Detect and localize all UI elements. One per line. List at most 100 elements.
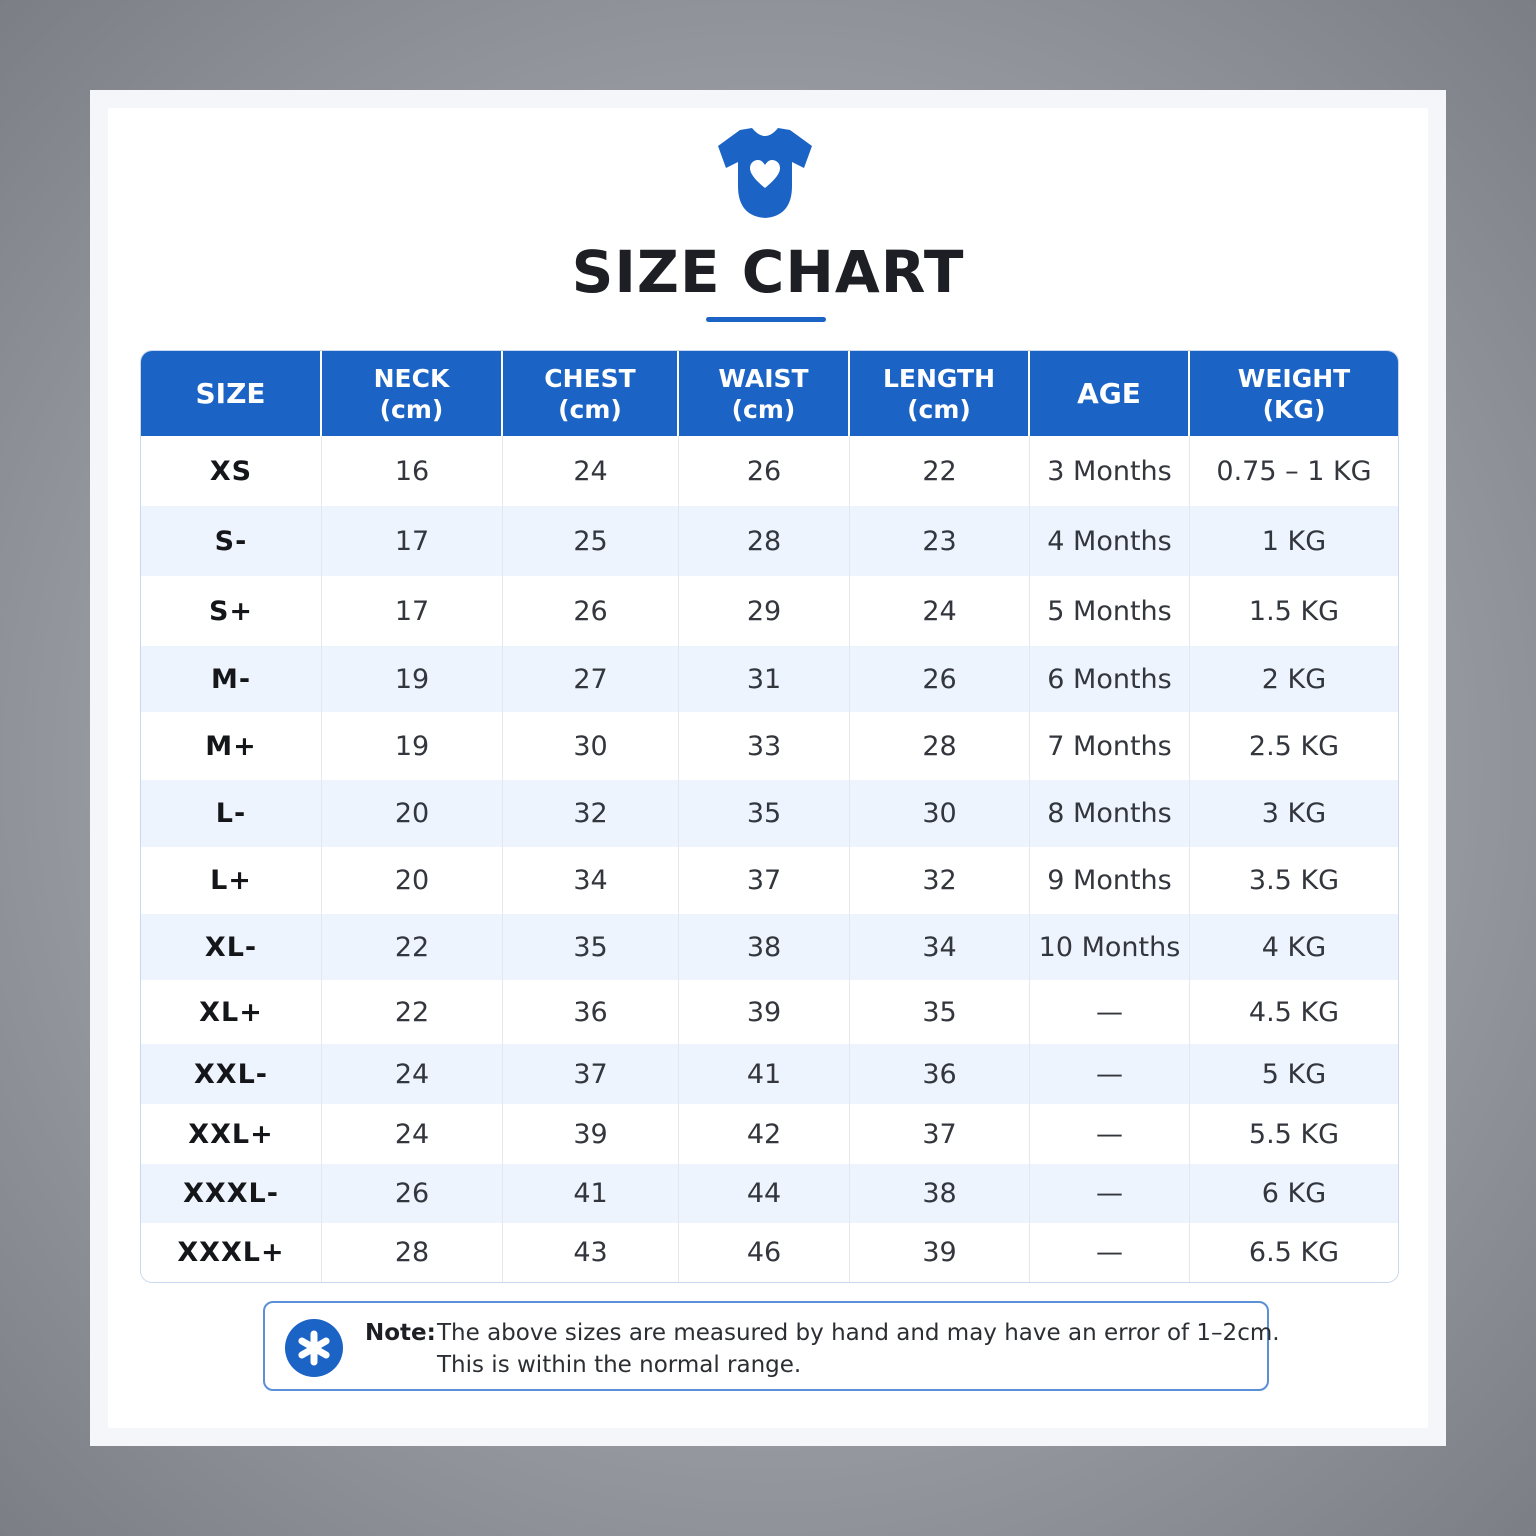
note-line-2: This is within the normal range.	[437, 1352, 802, 1378]
cell-size: XXL+	[141, 1104, 322, 1164]
cell-weight: 4.5 KG	[1190, 980, 1398, 1044]
column-header-age: AGE	[1030, 351, 1190, 436]
cell-waist: 28	[679, 506, 850, 576]
cell-waist: 37	[679, 847, 850, 914]
table-row: XXXL- 26 41 44 38—6 KG	[141, 1164, 1398, 1223]
cell-chest: 35	[503, 914, 679, 980]
column-header-weight-line: (KG)	[1262, 394, 1326, 424]
cell-length: 35	[850, 980, 1030, 1044]
cell-age: 10 Months	[1030, 914, 1190, 980]
cell-waist: 44	[679, 1164, 850, 1223]
size-table: SIZE NECK (cm) CHEST (cm) WAIST (cm) LENGTH (cm)…	[140, 350, 1399, 1283]
column-header-chest: CHEST (cm)	[503, 351, 679, 436]
note-text: Note:The above sizes are measured by han…	[365, 1317, 1280, 1381]
cell-weight: 6.5 KG	[1190, 1223, 1398, 1282]
cell-weight: 6 KG	[1190, 1164, 1398, 1223]
onesie-heart-icon	[718, 128, 812, 218]
note-box: Note:The above sizes are measured by han…	[263, 1301, 1280, 1391]
cell-weight: 5 KG	[1190, 1044, 1398, 1104]
cell-length: 22	[850, 436, 1030, 506]
column-header-chest-line: CHEST	[544, 363, 636, 393]
cell-age: 3 Months	[1030, 436, 1190, 506]
cell-chest: 25	[503, 506, 679, 576]
cell-length: 36	[850, 1044, 1030, 1104]
cell-length: 23	[850, 506, 1030, 576]
note-label: Note:	[365, 1320, 436, 1346]
column-header-waist-line: WAIST	[718, 363, 809, 393]
table-row: L- 20 32 35 30 8 Months 3 KG	[141, 780, 1398, 847]
cell-neck: 28	[322, 1223, 503, 1282]
cell-age: 6 Months	[1030, 646, 1190, 712]
cell-size: L+	[141, 847, 322, 914]
table-row: XXL- 24 37 41 36—5 KG	[141, 1044, 1398, 1104]
cell-size: S+	[141, 576, 322, 646]
cell-neck: 24	[322, 1104, 503, 1164]
cell-length: 34	[850, 914, 1030, 980]
cell-age: 9 Months	[1030, 847, 1190, 914]
title-underline	[706, 317, 826, 322]
cell-size: M+	[141, 712, 322, 780]
cell-neck: 19	[322, 646, 503, 712]
cell-age: 8 Months	[1030, 780, 1190, 847]
cell-size: XXL-	[141, 1044, 322, 1104]
cell-chest: 32	[503, 780, 679, 847]
cell-length: 32	[850, 847, 1030, 914]
cell-chest: 24	[503, 436, 679, 506]
cell-waist: 41	[679, 1044, 850, 1104]
cell-weight: 2 KG	[1190, 646, 1398, 712]
cell-length: 39	[850, 1223, 1030, 1282]
cell-waist: 38	[679, 914, 850, 980]
cell-chest: 30	[503, 712, 679, 780]
column-header-waist: WAIST (cm)	[679, 351, 850, 436]
cell-weight: 0.75 – 1 KG	[1190, 436, 1398, 506]
cell-age: —	[1030, 1164, 1190, 1223]
cell-waist: 26	[679, 436, 850, 506]
cell-age: 4 Months	[1030, 506, 1190, 576]
cell-size: L-	[141, 780, 322, 847]
cell-weight: 3.5 KG	[1190, 847, 1398, 914]
table-row: XXL+ 24 39 42 37—5.5 KG	[141, 1104, 1398, 1164]
cell-size: XL+	[141, 980, 322, 1044]
column-header-size-line: SIZE	[195, 377, 266, 410]
cell-weight: 4 KG	[1190, 914, 1398, 980]
table-header-row: SIZE NECK (cm) CHEST (cm) WAIST (cm) LENGTH (cm)…	[141, 351, 1398, 436]
cell-chest: 26	[503, 576, 679, 646]
cell-neck: 16	[322, 436, 503, 506]
table-row: S- 17 25 28 23 4 Months 1 KG	[141, 506, 1398, 576]
column-header-neck-line: (cm)	[379, 394, 444, 424]
table-row: M+ 19 30 33 28 7 Months 2.5 KG	[141, 712, 1398, 780]
cell-waist: 31	[679, 646, 850, 712]
cell-waist: 42	[679, 1104, 850, 1164]
cell-length: 26	[850, 646, 1030, 712]
table-body: XS 16 24 26 22 3 Months 0.75 – 1 KG S- 17 25 28 23 4…	[141, 436, 1398, 1282]
cell-age: —	[1030, 1223, 1190, 1282]
cell-length: 28	[850, 712, 1030, 780]
cell-size: XXXL+	[141, 1223, 322, 1282]
cell-size: XS	[141, 436, 322, 506]
cell-length: 38	[850, 1164, 1030, 1223]
cell-weight: 3 KG	[1190, 780, 1398, 847]
table-row: XL+ 22 36 39 35—4.5 KG	[141, 980, 1398, 1044]
column-header-length-line: (cm)	[907, 394, 971, 424]
cell-neck: 22	[322, 914, 503, 980]
cell-waist: 29	[679, 576, 850, 646]
cell-chest: 36	[503, 980, 679, 1044]
column-header-neck-line: NECK	[373, 363, 450, 393]
cell-neck: 24	[322, 1044, 503, 1104]
cell-chest: 27	[503, 646, 679, 712]
cell-weight: 2.5 KG	[1190, 712, 1398, 780]
table-row: XXXL+ 28 43 46 39—6.5 KG	[141, 1223, 1398, 1282]
table-row: L+ 20 34 37 32 9 Months 3.5 KG	[141, 847, 1398, 914]
cell-neck: 22	[322, 980, 503, 1044]
cell-chest: 34	[503, 847, 679, 914]
column-header-waist-line: (cm)	[731, 394, 796, 424]
cell-age: 7 Months	[1030, 712, 1190, 780]
cell-neck: 26	[322, 1164, 503, 1223]
cell-waist: 46	[679, 1223, 850, 1282]
cell-age: —	[1030, 1044, 1190, 1104]
column-header-weight-line: WEIGHT	[1237, 363, 1351, 393]
cell-age: —	[1030, 1104, 1190, 1164]
cell-chest: 41	[503, 1164, 679, 1223]
cell-neck: 20	[322, 847, 503, 914]
cell-length: 24	[850, 576, 1030, 646]
